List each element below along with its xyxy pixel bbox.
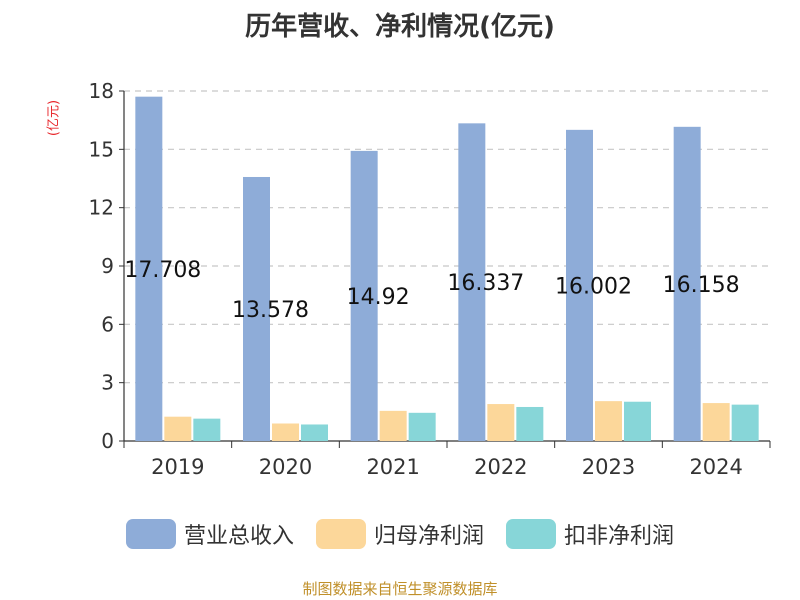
bar-net-profit <box>272 423 299 441</box>
legend: 营业总收入 归母净利润 扣非净利润 <box>0 518 800 550</box>
data-source-note: 制图数据来自恒生聚源数据库 <box>302 580 498 598</box>
y-tick-label: 15 <box>89 137 114 161</box>
legend-label-net-profit: 归母净利润 <box>373 524 484 549</box>
data-label: 16.337 <box>447 271 524 296</box>
legend-item-revenue[interactable]: 营业总收入 <box>125 518 294 550</box>
bar-revenue <box>135 96 163 441</box>
bar-revenue <box>566 129 593 441</box>
legend-item-net-profit-excl[interactable]: 扣非净利润 <box>506 518 674 550</box>
bar-net-profit <box>164 416 192 441</box>
data-label: 16.158 <box>663 273 740 298</box>
bar-net-profit-excl <box>731 404 759 441</box>
bar-net-profit-excl <box>624 401 651 441</box>
x-tick-label: 2020 <box>259 455 312 479</box>
legend-item-net-profit[interactable]: 归母净利润 <box>315 518 484 550</box>
bar-net-profit <box>702 403 730 441</box>
data-label: 13.578 <box>232 298 309 323</box>
y-tick-label: 3 <box>101 371 114 395</box>
legend-swatch-revenue <box>125 519 176 549</box>
bar-net-profit-excl <box>408 412 436 441</box>
y-tick-label: 18 <box>89 79 114 103</box>
y-tick-label: 9 <box>101 254 114 278</box>
legend-swatch-net-profit <box>315 519 366 549</box>
x-tick-label: 2022 <box>474 455 527 479</box>
x-tick-label: 2019 <box>151 455 204 479</box>
bar-net-profit-excl <box>301 424 328 441</box>
data-label: 14.92 <box>347 285 410 310</box>
bar-revenue <box>243 176 270 441</box>
y-tick-label: 6 <box>101 312 114 336</box>
x-tick-label: 2021 <box>366 455 419 479</box>
data-label: 16.002 <box>555 274 632 299</box>
y-tick-label: 12 <box>89 196 114 220</box>
bar-net-profit <box>595 401 622 441</box>
bar-chart: 0 3 6 9 12 15 18 2019 2020 2021 2022 2023 2024 17.708… <box>89 79 771 479</box>
data-label: 17.708 <box>124 258 201 283</box>
bar-revenue <box>673 126 701 442</box>
legend-label-revenue: 营业总收入 <box>183 524 294 549</box>
bar-revenue <box>458 123 486 441</box>
bar-net-profit-excl <box>193 418 221 441</box>
bar-net-profit <box>379 410 407 441</box>
x-tick-label: 2024 <box>689 455 742 479</box>
legend-label-net-profit-excl: 扣非净利润 <box>564 524 675 549</box>
y-tick-label: 0 <box>101 429 114 453</box>
bar-revenue <box>350 150 378 441</box>
x-tick-label: 2023 <box>582 455 635 479</box>
bar-net-profit-excl <box>516 406 544 441</box>
legend-swatch-net-profit-excl <box>506 519 556 549</box>
chart-title: 历年营收、净利情况(亿元) <box>245 12 555 42</box>
bar-net-profit <box>487 404 515 441</box>
